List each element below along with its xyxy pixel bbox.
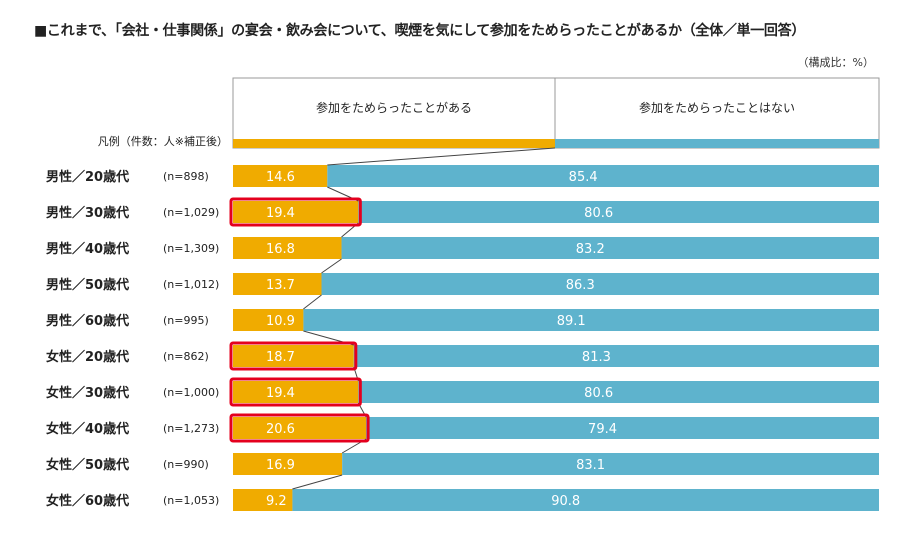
bar-hesitated [233,165,328,187]
bar-not-hesitated [341,237,879,259]
category-label: 女性／60歳代 [46,493,129,509]
value-label-not-hesitated: 79.4 [588,422,617,437]
value-label-not-hesitated: 90.8 [551,494,580,509]
value-label-not-hesitated: 80.6 [584,386,613,401]
value-label-not-hesitated: 86.3 [566,278,595,293]
bar-hesitated [233,201,359,223]
count-label: (n=1,273) [163,422,219,435]
chart-row: 男性／60歳代 (n=995) 10.9 89.1 [46,309,879,331]
legend-label-not-hesitated: 参加をためらったことはない [639,100,795,115]
bar-not-hesitated [358,381,880,403]
chart-row: 女性／40歳代 (n=1,273) 20.6 79.4 [46,417,879,439]
value-label-not-hesitated: 80.6 [584,206,613,221]
bar-not-hesitated [366,417,879,439]
chart-row: 女性／50歳代 (n=990) 16.9 83.1 [46,453,879,475]
value-label-hesitated: 9.2 [266,494,287,509]
highlight-box [229,341,358,371]
chart-row: 女性／60歳代 (n=1,053) 9.2 90.8 [46,489,879,511]
category-label: 女性／30歳代 [46,385,129,401]
bar-hesitated [233,237,342,259]
chart-title: ■これまで、「会社・仕事関係」の宴会・飲み会について、喫煙を気にして参加をためら… [34,23,806,39]
bar-hesitated [233,345,354,367]
category-label: 男性／30歳代 [46,205,129,221]
chart-row: 男性／30歳代 (n=1,029) 19.4 80.6 [46,201,880,223]
value-label-not-hesitated: 85.4 [569,170,598,185]
bar-hesitated [233,453,343,475]
legend-caption: 凡例（件数：人※補正後） [98,134,228,148]
count-label: (n=1,029) [163,206,219,219]
unit-label: （構成比：%） [797,56,874,69]
count-label: (n=1,000) [163,386,219,399]
highlight-box [229,413,370,443]
category-label: 女性／50歳代 [46,457,129,473]
value-label-hesitated: 19.4 [266,206,295,221]
count-label: (n=990) [163,458,209,471]
highlights [229,197,370,443]
value-label-hesitated: 16.8 [266,242,295,257]
bar-not-hesitated [358,201,880,223]
legend-connector-line [327,147,556,166]
value-label-hesitated: 19.4 [266,386,295,401]
chart-row: 男性／40歳代 (n=1,309) 16.8 83.2 [46,237,879,259]
bar-hesitated [233,417,367,439]
bar-not-hesitated [342,453,879,475]
category-label: 男性／40歳代 [46,241,129,257]
bar-not-hesitated [353,345,879,367]
bar-not-hesitated [321,273,879,295]
value-label-not-hesitated: 89.1 [557,314,586,329]
category-label: 男性／50歳代 [46,277,129,293]
connector-line [303,294,322,310]
highlight-box [229,197,362,227]
count-label: (n=1,309) [163,242,219,255]
value-label-not-hesitated: 83.1 [576,458,605,473]
value-label-hesitated: 20.6 [266,422,295,437]
bar-hesitated [233,273,322,295]
value-label-hesitated: 13.7 [266,278,295,293]
legend-swatch-hesitated [233,139,555,148]
bar-hesitated [233,309,304,331]
bar-not-hesitated [303,309,879,331]
count-label: (n=1,012) [163,278,219,291]
bar-not-hesitated [292,489,879,511]
value-label-not-hesitated: 83.2 [576,242,605,257]
bar-not-hesitated [327,165,879,187]
category-label: 女性／20歳代 [46,349,129,365]
count-label: (n=995) [163,314,209,327]
value-label-hesitated: 14.6 [266,170,295,185]
value-label-hesitated: 10.9 [266,314,295,329]
value-label-hesitated: 16.9 [266,458,295,473]
chart-row: 男性／50歳代 (n=1,012) 13.7 86.3 [46,273,879,295]
chart-row: 女性／20歳代 (n=862) 18.7 81.3 [46,345,879,367]
chart-rows: 男性／20歳代 (n=898) 14.6 85.4 男性／30歳代 (n=1,029) 19… [46,165,880,511]
connector-line [321,258,342,274]
chart-row: 女性／30歳代 (n=1,000) 19.4 80.6 [46,381,880,403]
bar-hesitated [233,381,359,403]
category-label: 男性／20歳代 [46,169,129,185]
chart-row: 男性／20歳代 (n=898) 14.6 85.4 [46,165,879,187]
category-label: 男性／60歳代 [46,313,129,329]
value-label-hesitated: 18.7 [266,350,295,365]
count-label: (n=862) [163,350,209,363]
legend-swatch-not-hesitated [555,139,879,148]
count-label: (n=1,053) [163,494,219,507]
bar-hesitated [233,489,293,511]
value-label-not-hesitated: 81.3 [582,350,611,365]
count-label: (n=898) [163,170,209,183]
category-label: 女性／40歳代 [46,421,129,437]
legend-label-hesitated: 参加をためらったことがある [316,100,472,115]
connector-line [292,474,343,490]
highlight-box [229,377,362,407]
